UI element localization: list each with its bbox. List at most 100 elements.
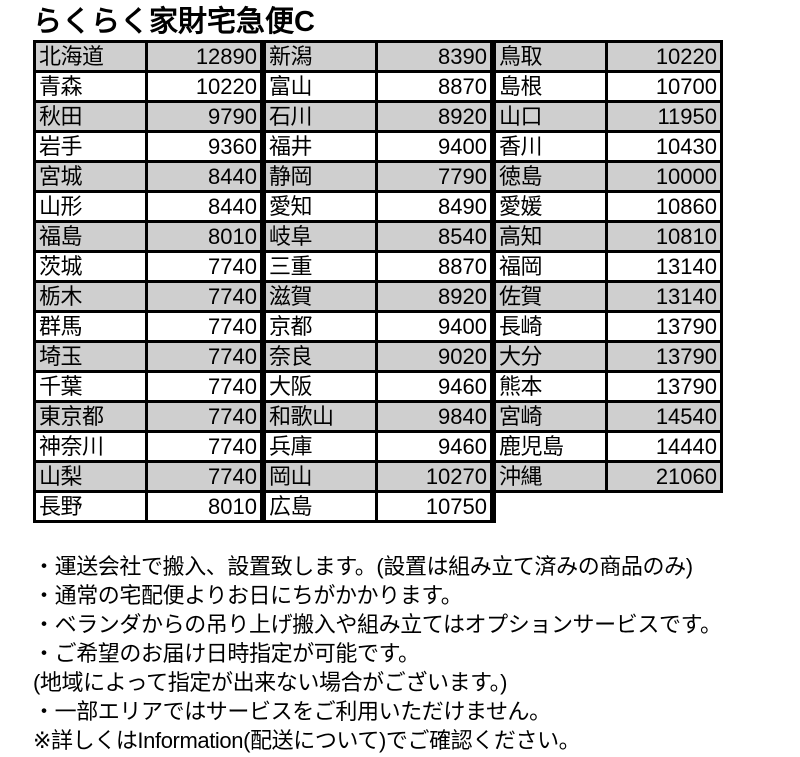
shipping-fee-cell: 10810 <box>608 223 720 250</box>
shipping-fee-cell: 8010 <box>148 223 260 250</box>
table-row: 岐阜 8540 <box>266 223 493 253</box>
shipping-fee-cell: 10860 <box>608 193 720 220</box>
table-row: 宮崎 14540 <box>496 403 723 433</box>
shipping-fee-cell: 8870 <box>378 253 490 280</box>
prefecture-name-cell: 茨城 <box>36 253 148 280</box>
prefecture-name-cell: 和歌山 <box>266 403 378 430</box>
shipping-fee-cell: 13790 <box>608 343 720 370</box>
rate-table-column-left: 北海道 12890 青森 10220 秋田 9790 岩手 9360 宮城 8440 山形 8440 福… <box>33 40 263 523</box>
prefecture-name-cell: 愛媛 <box>496 193 608 220</box>
prefecture-name-cell: 大阪 <box>266 373 378 400</box>
note-line: ・ベランダからの吊り上げ搬入や組み立てはオプションサービスです。 <box>33 612 722 637</box>
prefecture-name-cell: 北海道 <box>36 43 148 70</box>
shipping-fee-cell: 14540 <box>608 403 720 430</box>
prefecture-name-cell: 奈良 <box>266 343 378 370</box>
prefecture-name-cell: 京都 <box>266 313 378 340</box>
shipping-fee-cell: 10220 <box>148 73 260 100</box>
table-row: 東京都 7740 <box>36 403 263 433</box>
shipping-fee-cell: 7740 <box>148 403 260 430</box>
prefecture-name-cell: 香川 <box>496 133 608 160</box>
table-row: 京都 9400 <box>266 313 493 343</box>
table-row: 栃木 7740 <box>36 283 263 313</box>
shipping-fee-cell: 7740 <box>148 253 260 280</box>
shipping-fee-cell: 7740 <box>148 373 260 400</box>
shipping-fee-cell: 21060 <box>608 463 720 490</box>
prefecture-name-cell: 栃木 <box>36 283 148 310</box>
table-row: 新潟 8390 <box>266 43 493 73</box>
table-row: 奈良 9020 <box>266 343 493 373</box>
prefecture-name-cell: 山形 <box>36 193 148 220</box>
table-row: 千葉 7740 <box>36 373 263 403</box>
shipping-fee-cell: 9360 <box>148 133 260 160</box>
note-line: ※詳しくはInformation(配送について)でご確認ください。 <box>33 728 581 753</box>
table-row: 福岡 13140 <box>496 253 723 283</box>
prefecture-name-cell: 福岡 <box>496 253 608 280</box>
prefecture-name-cell: 福島 <box>36 223 148 250</box>
prefecture-name-cell: 新潟 <box>266 43 378 70</box>
prefecture-name-cell: 青森 <box>36 73 148 100</box>
prefecture-name-cell: 愛知 <box>266 193 378 220</box>
prefecture-name-cell: 鳥取 <box>496 43 608 70</box>
table-row: 滋賀 8920 <box>266 283 493 313</box>
table-row: 三重 8870 <box>266 253 493 283</box>
note-line: (地域によって指定が出来ない場合がございます。) <box>33 670 508 695</box>
shipping-fee-cell: 10750 <box>378 493 490 520</box>
shipping-fee-cell: 11950 <box>608 103 720 130</box>
shipping-fee-cell: 13790 <box>608 373 720 400</box>
prefecture-name-cell: 長野 <box>36 493 148 520</box>
shipping-fee-cell: 9400 <box>378 313 490 340</box>
shipping-fee-cell: 9020 <box>378 343 490 370</box>
prefecture-name-cell: 埼玉 <box>36 343 148 370</box>
shipping-fee-cell: 7740 <box>148 343 260 370</box>
shipping-fee-cell: 8390 <box>378 43 490 70</box>
prefecture-name-cell: 滋賀 <box>266 283 378 310</box>
table-row: 岩手 9360 <box>36 133 263 163</box>
table-row: 長崎 13790 <box>496 313 723 343</box>
prefecture-name-cell: 神奈川 <box>36 433 148 460</box>
prefecture-name-cell: 宮崎 <box>496 403 608 430</box>
table-row: 佐賀 13140 <box>496 283 723 313</box>
shipping-fee-cell: 9400 <box>378 133 490 160</box>
table-row: 福島 8010 <box>36 223 263 253</box>
table-row: 島根 10700 <box>496 73 723 103</box>
shipping-fee-cell: 7740 <box>148 313 260 340</box>
table-row: 静岡 7790 <box>266 163 493 193</box>
shipping-fee-cell: 13790 <box>608 313 720 340</box>
prefecture-name-cell: 高知 <box>496 223 608 250</box>
shipping-fee-cell: 8870 <box>378 73 490 100</box>
prefecture-name-cell: 兵庫 <box>266 433 378 460</box>
table-row: 愛媛 10860 <box>496 193 723 223</box>
table-row: 熊本 13790 <box>496 373 723 403</box>
note-line: ・ご希望のお届け日時指定が可能です。 <box>33 641 420 666</box>
table-row: 大阪 9460 <box>266 373 493 403</box>
prefecture-name-cell: 徳島 <box>496 163 608 190</box>
table-row: 高知 10810 <box>496 223 723 253</box>
table-row: 広島 10750 <box>266 493 493 523</box>
prefecture-name-cell: 静岡 <box>266 163 378 190</box>
shipping-fee-cell: 13140 <box>608 283 720 310</box>
shipping-fee-cell: 10220 <box>608 43 720 70</box>
table-row: 大分 13790 <box>496 343 723 373</box>
table-row: 北海道 12890 <box>36 43 263 73</box>
table-row: 鳥取 10220 <box>496 43 723 73</box>
prefecture-name-cell: 秋田 <box>36 103 148 130</box>
table-row: 群馬 7740 <box>36 313 263 343</box>
shipping-fee-cell: 8540 <box>378 223 490 250</box>
rate-table-column-right: 鳥取 10220 島根 10700 山口 11950 香川 10430 徳島 10000 愛媛 108… <box>493 40 723 523</box>
table-row: 福井 9400 <box>266 133 493 163</box>
delivery-notes: ・運送会社で搬入、設置致します。(設置は組み立て済みの商品のみ) ・通常の宅配便よ… <box>33 552 778 755</box>
shipping-fee-cell: 10430 <box>608 133 720 160</box>
note-line: ・通常の宅配便よりお日にちがかかります。 <box>33 583 463 608</box>
prefecture-name-cell: 岐阜 <box>266 223 378 250</box>
shipping-fee-cell: 9460 <box>378 373 490 400</box>
note-line: ・運送会社で搬入、設置致します。(設置は組み立て済みの商品のみ) <box>33 554 693 579</box>
shipping-fee-cell: 7740 <box>148 283 260 310</box>
prefecture-name-cell: 三重 <box>266 253 378 280</box>
table-row: 山口 11950 <box>496 103 723 133</box>
prefecture-name-cell: 石川 <box>266 103 378 130</box>
table-row: 茨城 7740 <box>36 253 263 283</box>
prefecture-name-cell: 大分 <box>496 343 608 370</box>
prefecture-name-cell: 岡山 <box>266 463 378 490</box>
table-row: 神奈川 7740 <box>36 433 263 463</box>
